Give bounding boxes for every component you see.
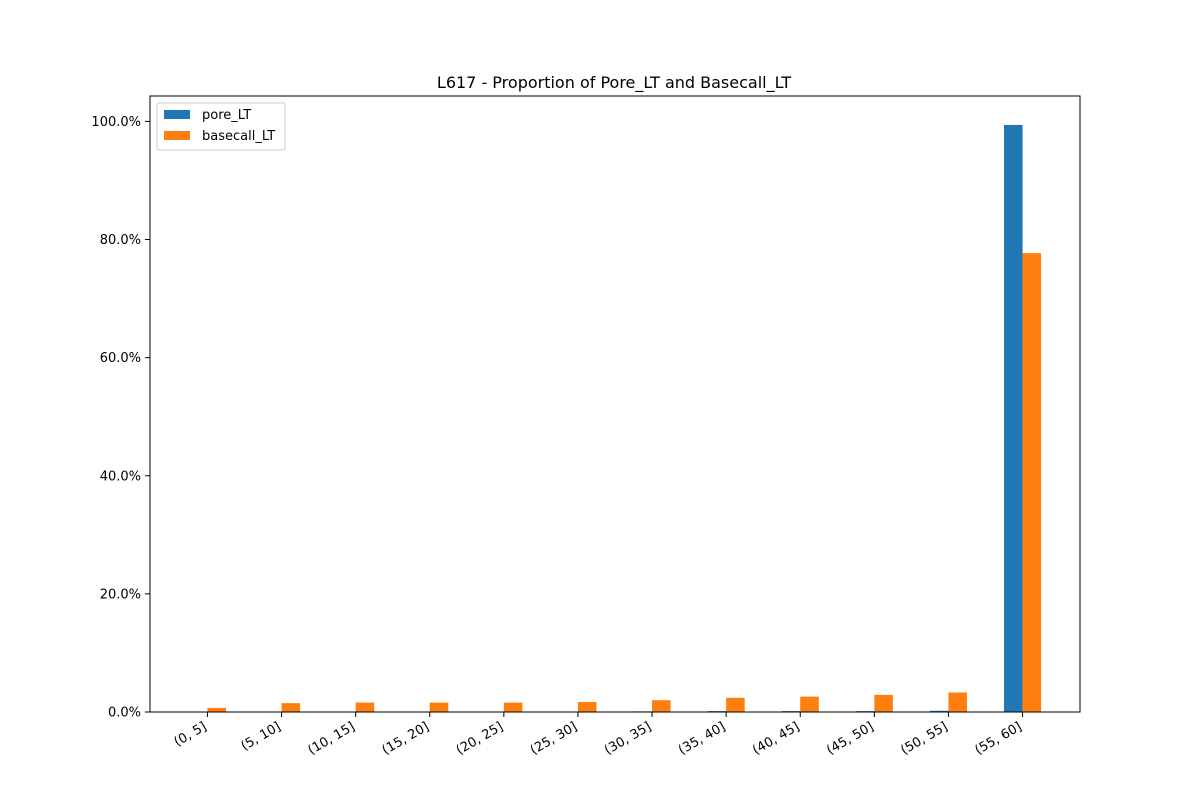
y-tick-label: 40.0% [100, 469, 141, 484]
bar-basecall_LT-6 [652, 700, 671, 712]
y-tick-label: 80.0% [100, 233, 141, 248]
bar-basecall_LT-8 [800, 696, 819, 712]
y-tick-label: 20.0% [100, 587, 141, 602]
bar-basecall_LT-1 [281, 703, 301, 712]
bar-basecall_LT-4 [503, 702, 523, 712]
x-tick-label: (20, 25] [454, 719, 506, 758]
x-tick-label: (55, 60] [972, 719, 1024, 758]
x-tick-label: (50, 55] [898, 719, 950, 758]
x-tick-label: (40, 45] [750, 719, 802, 758]
bar-basecall_LT-3 [429, 702, 449, 712]
legend-label-pore_LT: pore_LT [202, 108, 251, 123]
bar-basecall_LT-2 [355, 702, 375, 712]
x-tick-label: (0, 5] [172, 719, 210, 749]
bars-layer [207, 124, 1042, 712]
bar-pore_LT-10 [929, 710, 949, 712]
x-tick-label: (5, 10] [239, 719, 284, 754]
legend-swatch-pore_LT [164, 110, 190, 119]
y-tick-label: 100.0% [91, 115, 141, 130]
x-tick-label: (15, 20] [380, 719, 432, 758]
x-tick-label: (10, 15] [306, 719, 358, 758]
x-axis: (0, 5] (5, 10] (10, 15] (15, 20] (20, 25] (25… [172, 712, 1025, 758]
legend: pore_LT basecall_LT [156, 102, 286, 151]
y-tick-label: 60.0% [100, 351, 141, 366]
y-axis: 0.0% 20.0% 40.0% 60.0% 80.0% 100.0% [91, 115, 150, 721]
bar-pore_LT-11 [1004, 124, 1023, 712]
bar-basecall_LT-0 [207, 707, 226, 712]
legend-swatch-basecall_LT [164, 131, 190, 140]
bar-basecall_LT-5 [577, 701, 597, 712]
legend-label-basecall_LT: basecall_LT [202, 129, 275, 144]
bar-basecall_LT-11 [1022, 253, 1042, 712]
bar-basecall_LT-9 [874, 694, 893, 712]
x-tick-label: (30, 35] [602, 719, 654, 758]
chart-title: L617 - Proportion of Pore_LT and Basecal… [437, 73, 791, 93]
y-tick-label: 0.0% [108, 706, 141, 721]
x-tick-label: (35, 40] [676, 719, 728, 758]
bar-basecall_LT-10 [948, 692, 967, 712]
bar-basecall_LT-7 [726, 697, 745, 712]
x-tick-label: (25, 30] [528, 719, 580, 758]
x-tick-label: (45, 50] [824, 719, 876, 758]
plot-frame [149, 95, 1081, 713]
